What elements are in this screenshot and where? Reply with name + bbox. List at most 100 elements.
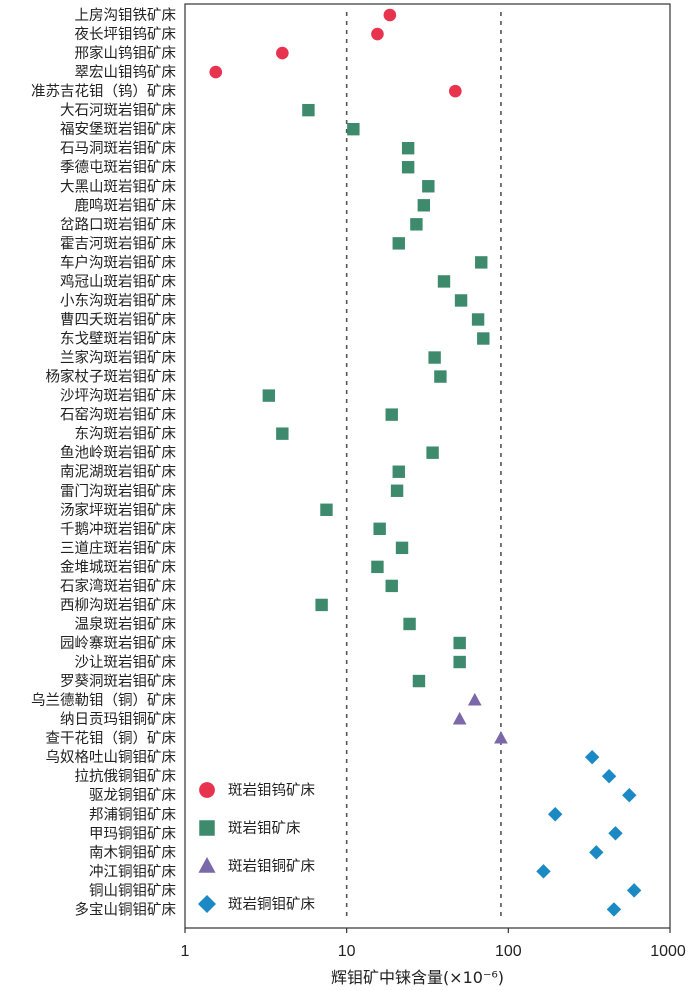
category-label: 鹿鸣斑岩钼矿床 [75,197,177,214]
data-point [302,103,315,117]
data-point [453,655,466,669]
legend-label: 斑岩钼钨矿床 [228,782,315,799]
reference-lines [345,12,502,920]
data-point [426,446,439,459]
data-point [410,218,423,231]
data-point [454,294,468,307]
data-point [390,484,404,497]
data-point [536,864,551,879]
category-label: 雷门沟斑岩钼矿床 [60,483,176,500]
x-tick-label: 1000 [650,943,686,960]
data-point [437,275,451,288]
data-point [494,730,508,744]
category-label: 三道庄斑岩钼矿床 [60,539,176,557]
category-label: 南木铜钼矿床 [89,844,176,861]
data-point [371,27,384,41]
category-label: 金堆城斑岩钼矿床 [60,559,176,576]
category-label: 上房沟钼铁矿床 [75,7,177,24]
category-labels: 上房沟钼铁矿床夜长坪钼钨矿床邢家山钨钼矿床翠宏山钼钨矿床准苏吉花钼（钨）矿床大石… [31,7,176,918]
legend-marker [199,782,215,798]
category-label: 西柳沟斑岩钼矿床 [60,597,176,614]
data-point [276,427,289,440]
data-point [262,389,276,402]
data-point [606,902,622,917]
legend-marker [198,857,216,873]
data-point [434,370,447,383]
category-label: 多宝山铜钼矿床 [75,901,177,918]
legend-marker [199,820,215,836]
category-label: 沙坪沟斑岩钼矿床 [60,388,176,405]
category-label: 东沟斑岩钼矿床 [75,426,177,443]
category-label: 季德屯斑岩钼矿床 [60,159,176,176]
data-point [401,161,415,174]
category-label: 曹四夭斑岩钼矿床 [60,311,176,328]
category-label: 铜山铜钼矿床 [89,882,176,899]
data-point [626,883,642,898]
data-point [449,84,462,98]
category-label: 驱龙铜钼矿床 [89,787,176,804]
category-label: 兰家沟斑岩钼矿床 [60,350,176,367]
category-label: 车户沟斑岩钼矿床 [60,254,176,271]
category-label: 夜长坪钼钨矿床 [75,26,177,43]
category-label: 大黑山斑岩钼矿床 [60,178,176,195]
x-axis-label: 辉钼矿中铼含量(×10⁻⁶) [331,968,504,987]
category-label: 小东沟斑岩钼矿床 [60,292,176,309]
category-label: 查干花钼（铜）矿床 [46,730,177,747]
plot-frame [184,3,671,929]
data-point [315,598,328,612]
data-point [401,142,415,155]
data-point [622,788,637,803]
category-label: 鱼池岭斑岩钼矿床 [60,444,176,462]
data-point [548,807,563,822]
data-point [428,351,441,364]
x-tick-label: 1 [181,943,190,960]
legend-marker [198,895,216,913]
x-tick-label: 100 [495,943,522,960]
data-point [395,541,409,555]
category-label: 大石河斑岩钼矿床 [60,102,176,119]
data-point [608,826,623,841]
data-point [403,617,416,631]
data-point [477,332,490,345]
data-point [417,199,431,212]
category-label: 东戈壁斑岩钼矿床 [60,331,176,348]
data-point [385,408,398,421]
category-label: 沙让斑岩钼矿床 [75,654,177,671]
category-label: 翠宏山钼钨矿床 [75,64,177,81]
category-label: 罗葵洞斑岩钼矿床 [60,673,176,690]
data-point [371,560,384,574]
category-label: 拉抗俄铜钼矿床 [75,768,177,785]
category-label: 杨家杖子斑岩钼矿床 [46,369,177,386]
category-label: 冲江铜钼矿床 [89,863,176,880]
data-point [320,503,333,516]
data-point [475,256,488,269]
data-point [589,845,604,860]
category-label: 千鹅冲斑岩钼矿床 [60,521,176,538]
legend-label: 斑岩钼矿床 [228,820,301,837]
data-point [276,46,289,60]
category-label: 园岭寨斑岩钼矿床 [60,634,176,652]
data-point [383,8,397,22]
x-tick-label: 10 [338,943,356,960]
data-point [385,579,398,593]
category-label: 霍吉河斑岩钼矿床 [60,235,176,252]
category-label: 甲玛铜钼矿床 [89,825,176,842]
legend-label: 斑岩钼铜矿床 [228,858,315,875]
category-label: 邢家山钨钼矿床 [75,45,177,62]
data-point [412,674,426,688]
data-point [392,237,405,250]
data-points [209,8,642,917]
category-label: 石马洞斑岩钼矿床 [60,140,176,157]
data-point [209,65,223,79]
category-label: 岔路口斑岩钼矿床 [60,216,176,233]
category-label: 石家湾斑岩钼矿床 [60,578,176,595]
data-point [422,180,435,193]
x-axis-ticks: 1 10 100 1000 [181,928,686,960]
category-label: 鸡冠山斑岩钼矿床 [60,273,176,290]
category-label: 温泉斑岩钼矿床 [75,616,177,633]
legend-label: 斑岩铜钼矿床 [228,896,315,913]
data-point [467,692,482,706]
data-point [601,769,617,784]
